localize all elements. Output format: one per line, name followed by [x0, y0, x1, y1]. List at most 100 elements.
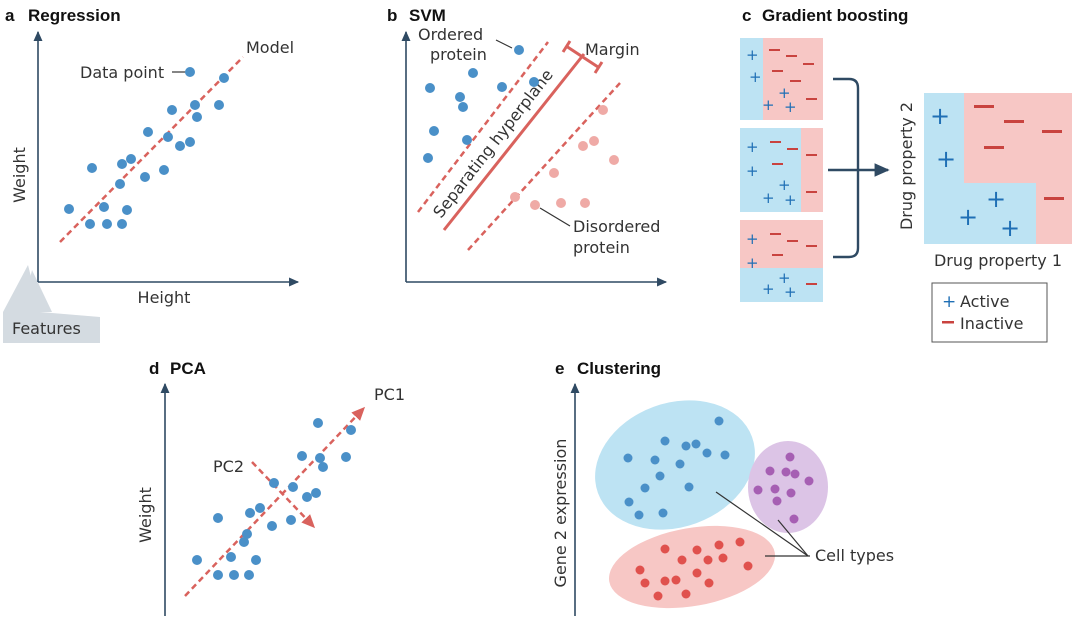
- cluster-blue-point: [714, 416, 724, 426]
- plus-icon: +: [762, 96, 775, 114]
- cluster-purple-point: [770, 484, 780, 494]
- cluster-purple-point: [772, 496, 782, 506]
- regression-point: [190, 100, 200, 110]
- pca-point: [245, 508, 255, 518]
- pc2-label: PC2: [213, 457, 244, 476]
- boosting-bracket: [833, 77, 860, 259]
- regression-y-label: Weight: [10, 147, 29, 203]
- pca-points: [192, 418, 356, 580]
- cluster-red-point: [677, 555, 687, 565]
- panel-e: e Clustering Gene 2 expression Cell type…: [551, 359, 894, 616]
- panel-d: d PCA Weight PC1 PC2: [136, 359, 405, 616]
- regression-point: [167, 105, 177, 115]
- cluster-red-point: [718, 553, 728, 563]
- cluster-blue-point: [640, 483, 650, 493]
- plus-icon: +: [778, 269, 791, 287]
- regression-point: [87, 163, 97, 173]
- combined-model: + + + + +: [924, 93, 1072, 244]
- svm-margin-upper: [417, 41, 549, 213]
- minus-icon: [1004, 120, 1024, 123]
- cluster-blue-point: [623, 453, 633, 463]
- minus-icon: [942, 321, 954, 324]
- regression-point: [163, 132, 173, 142]
- pca-point: [346, 425, 356, 435]
- weak-learner-2: + + + + +: [740, 128, 823, 212]
- ordered-point: [455, 92, 465, 102]
- panel-c: c Gradient boosting + + + + + + + + + +: [740, 6, 1072, 343]
- regression-model-line: [59, 56, 244, 243]
- boosting-legend: + Active Inactive: [931, 282, 1048, 343]
- features-callout: [3, 265, 100, 343]
- regression-point: [102, 219, 112, 229]
- pca-point: [286, 515, 296, 525]
- regression-point: [126, 154, 136, 164]
- pca-point: [311, 488, 321, 498]
- plus-icon: +: [784, 191, 797, 209]
- regression-point: [175, 141, 185, 151]
- pca-point: [302, 492, 312, 502]
- cluster-red-point: [714, 540, 724, 550]
- cluster-purple-point: [765, 466, 775, 476]
- cell-types-label: Cell types: [815, 546, 894, 565]
- cluster-purple-point: [781, 467, 791, 477]
- cluster-blue-point: [691, 439, 701, 449]
- panel-d-letter: d: [149, 359, 159, 378]
- pc1-label: PC1: [374, 385, 405, 404]
- plus-icon: +: [930, 102, 950, 130]
- legend-active-label: Active: [960, 292, 1010, 311]
- pca-y-label: Weight: [136, 487, 155, 543]
- plus-icon: +: [1000, 214, 1020, 242]
- ordered-point: [458, 102, 468, 112]
- cluster-purple-points: [753, 452, 814, 524]
- cell-types-leader: [777, 519, 809, 557]
- cluster-red-point: [653, 591, 663, 601]
- pca-point: [242, 529, 252, 539]
- panel-d-title: PCA: [170, 359, 206, 378]
- ordered-point: [529, 77, 539, 87]
- regression-point: [219, 73, 229, 83]
- pca-point: [318, 462, 328, 472]
- pca-point: [229, 570, 239, 580]
- cluster-blue-point: [658, 508, 668, 518]
- regression-point: [64, 204, 74, 214]
- disordered-point: [598, 105, 608, 115]
- ordered-point: [497, 82, 507, 92]
- margin-marker-tick: [561, 40, 572, 53]
- regression-point: [99, 202, 109, 212]
- minus-icon: [806, 98, 817, 100]
- cluster-red-point: [640, 578, 650, 588]
- ordered-point: [425, 83, 435, 93]
- panel-a-title: Regression: [28, 6, 121, 25]
- cluster-blue-point: [624, 497, 634, 507]
- cluster-blue-points: [623, 416, 730, 520]
- cluster-blue-point: [702, 448, 712, 458]
- cluster-red-point: [635, 565, 645, 575]
- legend-box: [931, 282, 1048, 343]
- ordered-point: [462, 135, 472, 145]
- panel-e-title: Clustering: [577, 359, 661, 378]
- svm-ordered-points: [423, 45, 539, 163]
- cluster-blue-point: [720, 450, 730, 460]
- pc2-arrow: [251, 461, 316, 529]
- regression-point: [185, 67, 195, 77]
- regression-point: [192, 112, 202, 122]
- disordered-point: [578, 141, 588, 151]
- plus-icon: +: [762, 189, 775, 207]
- cluster-red-point: [692, 568, 702, 578]
- plus-icon: +: [778, 84, 791, 102]
- pca-point: [315, 453, 325, 463]
- cluster-blue: [595, 400, 755, 530]
- plus-icon: +: [942, 292, 956, 312]
- minus-icon: [786, 55, 797, 57]
- ordered-point: [468, 68, 478, 78]
- plus-icon: +: [986, 185, 1006, 213]
- ordered-leader: [495, 39, 513, 49]
- minus-icon: [806, 154, 817, 156]
- pca-point: [244, 570, 254, 580]
- disordered-point: [589, 136, 599, 146]
- margin-marker-tick: [593, 61, 604, 74]
- plus-icon: +: [746, 230, 759, 248]
- pca-point: [239, 537, 249, 547]
- cluster-red-point: [671, 575, 681, 585]
- regression-point: [140, 172, 150, 182]
